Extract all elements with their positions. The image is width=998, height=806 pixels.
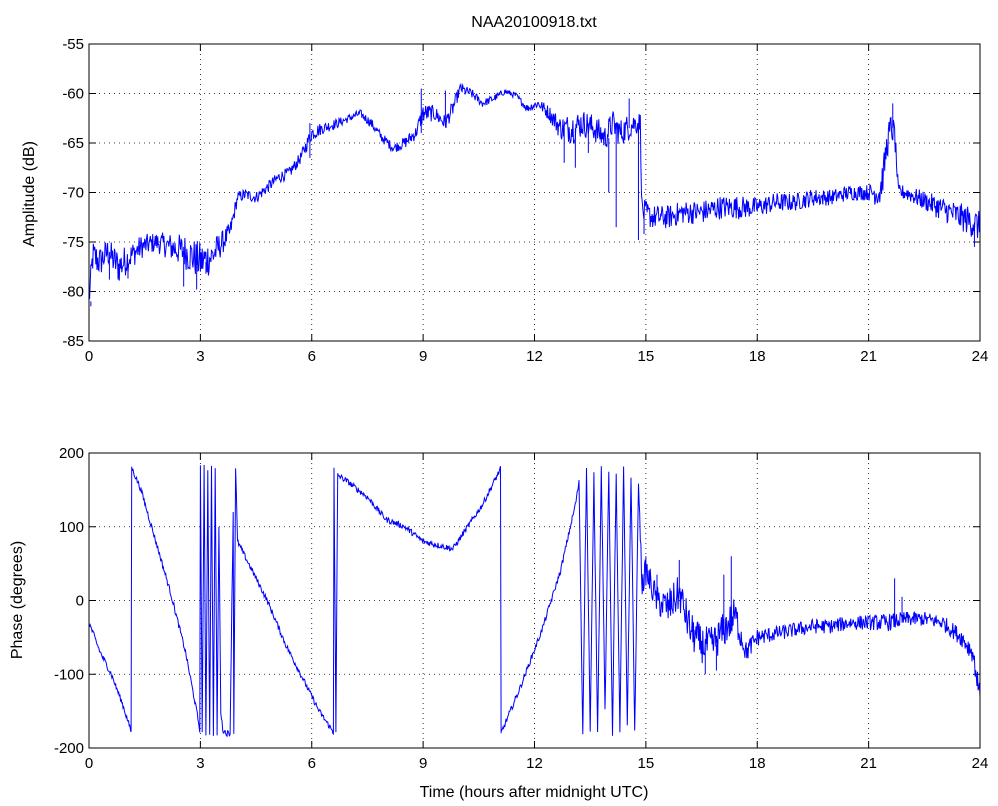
amplitude-xtick-label: 9 [419, 348, 427, 365]
phase-xtick-label: 18 [749, 755, 766, 772]
amplitude-grid [89, 44, 980, 341]
amplitude-series [89, 82, 980, 307]
phase-xtick-label: 9 [419, 755, 427, 772]
phase-x-axis-label: Time (hours after midnight UTC) [420, 784, 649, 801]
amplitude-ytick-label: -85 [62, 333, 84, 350]
phase-ytick-label: 200 [59, 445, 84, 462]
phase-xtick-label: 6 [308, 755, 316, 772]
amplitude-xtick-label: 3 [196, 348, 204, 365]
amplitude-ticks: 0 3 6 9 12 15 18 21 24 -85 -80 -75 -70 -65 -60 -55 [62, 36, 988, 365]
amplitude-ytick-label: -55 [62, 36, 84, 53]
phase-ytick-label: 100 [59, 519, 84, 536]
phase-ticks: 0 3 6 9 12 15 18 21 24 -200 -100 0 100 200 [54, 445, 988, 772]
phase-xtick-label: 0 [85, 755, 93, 772]
phase-y-axis-label: Phase (degrees) [9, 541, 26, 659]
phase-xtick-label: 12 [526, 755, 543, 772]
phase-xtick-label: 21 [860, 755, 877, 772]
phase-chart: 0 3 6 9 12 15 18 21 24 -200 -100 0 100 200 Phase (deg… [9, 445, 988, 801]
amplitude-xtick-label: 6 [308, 348, 316, 365]
amplitude-xtick-label: 15 [638, 348, 655, 365]
amplitude-chart: NAA20100918.txt 0 3 6 9 12 15 18 21 24 -85 -80 -75 -… [21, 14, 988, 365]
amplitude-xtick-label: 18 [749, 348, 766, 365]
amplitude-ytick-label: -70 [62, 185, 84, 202]
amplitude-xtick-label: 0 [85, 348, 93, 365]
amplitude-series-line [89, 82, 980, 300]
phase-ytick-label: 0 [76, 593, 84, 610]
phase-xtick-label: 3 [196, 755, 204, 772]
amplitude-ytick-label: -75 [62, 234, 84, 251]
phase-series-line [89, 464, 980, 738]
amplitude-ytick-label: -65 [62, 135, 84, 152]
phase-xtick-label: 15 [638, 755, 655, 772]
amplitude-ytick-label: -60 [62, 86, 84, 103]
amplitude-y-axis-label: Amplitude (dB) [21, 141, 38, 247]
phase-ytick-label: -200 [54, 740, 84, 757]
phase-series [89, 464, 980, 738]
amplitude-xtick-label: 21 [860, 348, 877, 365]
amplitude-xtick-label: 24 [972, 348, 989, 365]
amplitude-ytick-label: -80 [62, 284, 84, 301]
amplitude-xtick-label: 12 [526, 348, 543, 365]
chart-title: NAA20100918.txt [471, 14, 597, 31]
amplitude-axes-box [88, 43, 981, 342]
phase-xtick-label: 24 [972, 755, 989, 772]
phase-axes-box [88, 452, 981, 749]
phase-ytick-label: -100 [54, 666, 84, 683]
